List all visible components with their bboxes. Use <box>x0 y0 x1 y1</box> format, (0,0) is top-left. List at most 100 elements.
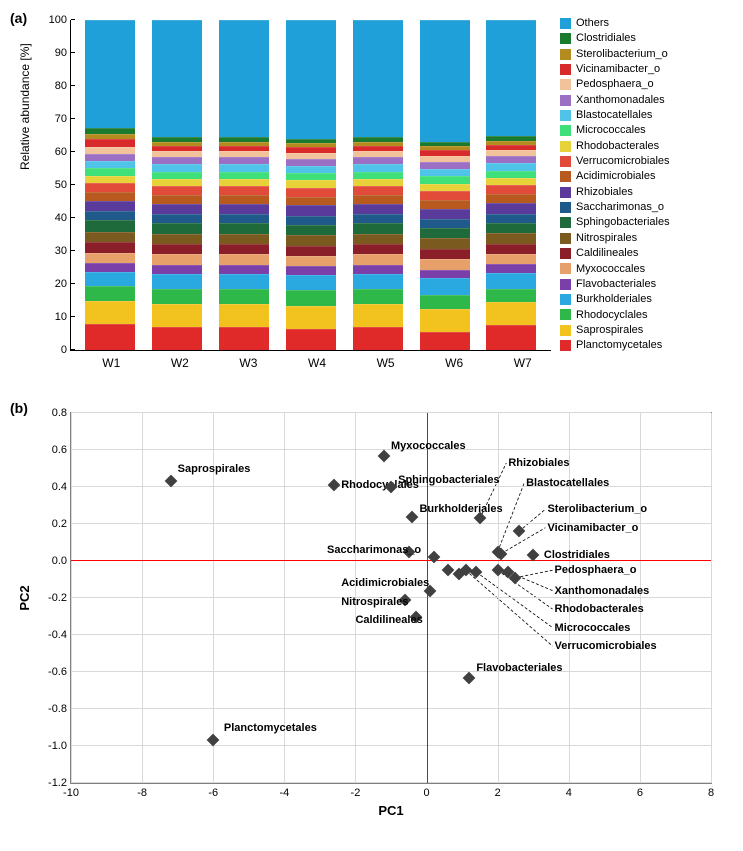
segment-Saprospirales <box>420 309 470 332</box>
legend-item: Sterolibacterium_o <box>560 47 740 62</box>
legend-swatch <box>560 141 571 152</box>
stacked-bar-chart: 0102030405060708090100W1W2W3W4W5W6W7 <box>70 20 551 351</box>
scatter-point <box>513 525 526 538</box>
segment-Planctomycetales <box>486 325 536 350</box>
bar-y-tick: 50 <box>37 179 71 191</box>
segment-Nitrospirales <box>286 235 336 245</box>
segment-Acidimicrobiales <box>486 194 536 203</box>
legend-swatch <box>560 325 571 336</box>
segment-Xanthomonadales <box>152 157 202 164</box>
legend-item: Micrococcales <box>560 123 740 138</box>
segment-Myxococcales <box>486 254 536 264</box>
segment-Saccharimonas_o <box>219 214 269 223</box>
legend-swatch <box>560 33 571 44</box>
bar-x-tick: W5 <box>361 356 411 370</box>
segment-Nitrospirales <box>85 232 135 242</box>
segment-Verrucomicrobiales <box>85 183 135 192</box>
segment-Myxococcales <box>219 254 269 264</box>
panel-a-label: (a) <box>10 10 27 26</box>
segment-Acidimicrobiales <box>85 192 135 201</box>
legend-label: Acidimicrobiales <box>576 169 655 184</box>
segment-Saprospirales <box>85 301 135 324</box>
segment-Saccharimonas_o <box>353 214 403 223</box>
segment-Nitrospirales <box>486 233 536 243</box>
legend-swatch <box>560 64 571 75</box>
bar-y-tick: 0 <box>37 344 71 356</box>
segment-Pedosphaera_o <box>85 147 135 154</box>
segment-Rhizobiales <box>219 204 269 214</box>
segment-Saprospirales <box>152 304 202 327</box>
zero-axis-horizontal <box>71 560 711 562</box>
grid-line-v <box>142 413 143 783</box>
segment-Blastocatellales <box>486 163 536 170</box>
segment-Nitrospirales <box>152 234 202 244</box>
grid-line-h <box>71 634 711 635</box>
bar-y-tick: 60 <box>37 146 71 158</box>
zero-axis-vertical <box>427 413 429 783</box>
scatter-label: Planctomycetales <box>224 722 317 734</box>
scatter-label: Acidimicrobiales <box>341 577 429 589</box>
segment-Rhodobacterales <box>486 178 536 185</box>
segment-Blastocatellales <box>152 164 202 171</box>
scatter-label: Burkholderiales <box>419 503 502 515</box>
legend-item: Rhodobacterales <box>560 139 740 154</box>
segment-Others <box>286 20 336 139</box>
segment-Xanthomonadales <box>420 162 470 169</box>
scatter-point <box>442 564 455 577</box>
scatter-y-tick: -0.4 <box>33 629 71 641</box>
legend-label: Vicinamibacter_o <box>576 62 660 77</box>
legend-swatch <box>560 18 571 29</box>
segment-Saccharimonas_o <box>152 214 202 223</box>
bar-y-tick: 10 <box>37 311 71 323</box>
scatter-x-tick: 0 <box>407 783 447 799</box>
scatter-label: Rhizobiales <box>508 457 569 469</box>
scatter-label: Saprospirales <box>178 463 251 475</box>
scatter-y-tick: -1.2 <box>33 777 71 789</box>
scatter-y-tick: 0.0 <box>33 555 71 567</box>
segment-Burkholderiales <box>219 274 269 289</box>
bar-y-tick: 70 <box>37 113 71 125</box>
scatter-label: Myxococcales <box>391 440 466 452</box>
grid-line-v <box>640 413 641 783</box>
segment-Rhodocyclales <box>286 290 336 305</box>
segment-Caldilineales <box>420 249 470 259</box>
segment-Burkholderiales <box>85 272 135 286</box>
bar-W7 <box>486 20 536 350</box>
grid-line-h <box>71 671 711 672</box>
segment-Myxococcales <box>353 254 403 264</box>
segment-Myxococcales <box>85 253 135 263</box>
bar-W4 <box>286 20 336 350</box>
legend-swatch <box>560 49 571 60</box>
scatter-point <box>470 566 483 579</box>
bar-y-tick: 40 <box>37 212 71 224</box>
legend-label: Sterolibacterium_o <box>576 47 668 62</box>
grid-line-v <box>711 413 712 783</box>
legend-label: Clostridiales <box>576 31 636 46</box>
legend-swatch <box>560 294 571 305</box>
legend-label: Sphingobacteriales <box>576 215 670 230</box>
segment-Blastocatellales <box>286 166 336 173</box>
segment-Flavobacteriales <box>152 265 202 274</box>
segment-Verrucomicrobiales <box>286 188 336 197</box>
segment-Burkholderiales <box>286 275 336 290</box>
segment-Rhodobacterales <box>286 180 336 187</box>
grid-line-v <box>498 413 499 783</box>
segment-Saccharimonas_o <box>286 216 336 225</box>
segment-Caldilineales <box>152 244 202 254</box>
scatter-label: Saccharimonas_o <box>327 544 421 556</box>
segment-Rhodocyclales <box>85 286 135 301</box>
scatter-label: Vicinamibacter_o <box>547 522 638 534</box>
segment-Vicinamibacter_o <box>85 139 135 146</box>
scatter-x-tick: 8 <box>691 783 731 799</box>
segment-Verrucomicrobiales <box>219 186 269 195</box>
legend-label: Others <box>576 16 609 31</box>
scatter-x-axis-label: PC1 <box>378 803 403 818</box>
bar-y-axis-label: Relative abundance [%] <box>18 43 32 170</box>
scatter-label: Rhodobacterales <box>555 603 644 615</box>
legend-item: Others <box>560 16 740 31</box>
bar-W6 <box>420 20 470 350</box>
segment-Acidimicrobiales <box>286 197 336 206</box>
segment-Xanthomonadales <box>219 157 269 164</box>
legend-item: Nitrospirales <box>560 231 740 246</box>
segment-Verrucomicrobiales <box>353 186 403 195</box>
